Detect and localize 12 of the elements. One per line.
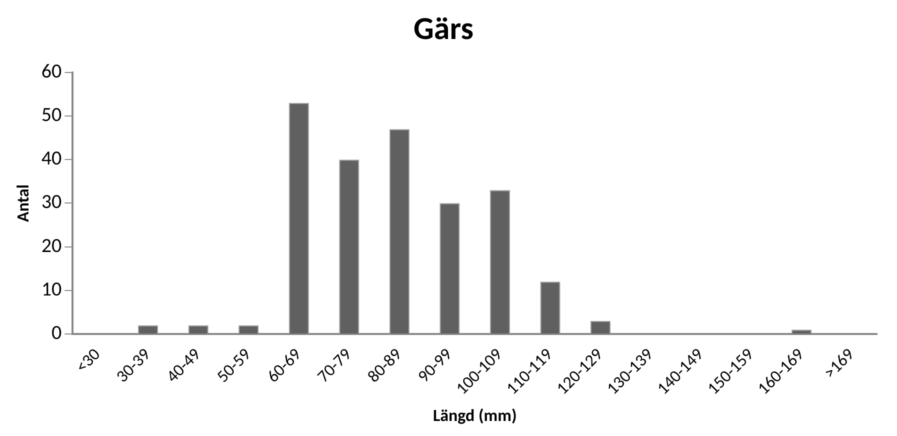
y-tick-label: 60 <box>41 59 62 84</box>
x-tick-label: >169 <box>819 344 859 383</box>
x-tick-label: <30 <box>71 344 105 377</box>
y-tick-label: 30 <box>41 190 62 214</box>
chart-title: Gärs <box>414 9 474 48</box>
y-tick-label: 0 <box>52 320 62 345</box>
y-axis-title: Antal <box>12 184 34 222</box>
y-tick-label: 50 <box>41 102 62 127</box>
y-tick-label: 40 <box>41 146 62 171</box>
y-tick-label: 10 <box>41 277 62 302</box>
y-tick-label: 20 <box>41 234 62 258</box>
x-axis-title: Längd (mm) <box>432 405 517 426</box>
